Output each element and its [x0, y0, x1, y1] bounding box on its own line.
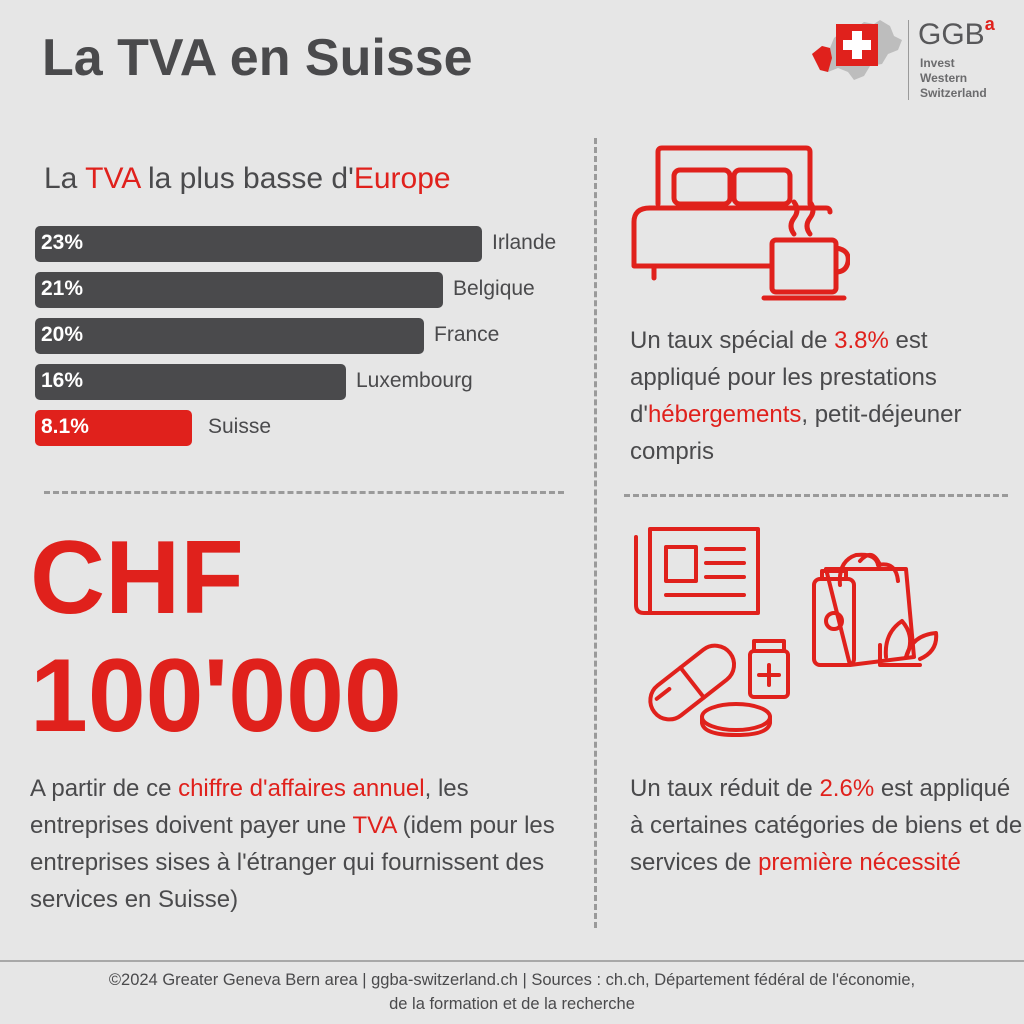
bar-category-label: Irlande	[492, 231, 557, 254]
bar-value-label: 23%	[41, 231, 84, 254]
reduced-rate-text: Un taux réduit de 2.6% est appliqué à ce…	[630, 775, 1023, 876]
horizontal-divider-right	[624, 494, 1008, 497]
logo-brand: GGBa	[918, 14, 995, 51]
horizontal-divider-left	[44, 491, 564, 494]
bar-category-label: Belgique	[453, 277, 535, 300]
bar-row-suisse: 8.1% Suisse	[35, 410, 575, 446]
bar-value-label: 21%	[41, 277, 84, 300]
footer-line-2: de la formation et de la recherche	[389, 995, 635, 1013]
logo-tagline: Invest Western Switzerland	[920, 56, 987, 100]
bar-value-label: 20%	[41, 323, 84, 346]
threshold-currency: CHF	[30, 520, 244, 636]
page-title: La TVA en Suisse	[42, 29, 473, 87]
footer-credits: ©2024 Greater Geneva Bern area | ggba-sw…	[0, 968, 1024, 1016]
threshold-amount: 100'000	[30, 638, 402, 754]
bar-luxembourg: 16%	[35, 364, 346, 400]
accommodation-rate-text: Un taux spécial de 3.8% est appliqué pou…	[630, 327, 962, 465]
bar-suisse: 8.1%	[35, 410, 192, 446]
bar-row-belgique: 21% Belgique	[35, 272, 575, 308]
bar-category-label: Luxembourg	[356, 369, 473, 392]
bed-and-coffee-icon	[631, 145, 850, 301]
bar-row-irlande: 23% Irlande	[35, 226, 575, 262]
bar-row-france: 20% France	[35, 318, 575, 354]
bar-france: 20%	[35, 318, 424, 354]
footer-divider	[0, 960, 1024, 962]
ggba-logo[interactable]: GGBa Invest Western Switzerland	[808, 14, 1008, 102]
bar-irlande: 23%	[35, 226, 482, 262]
footer-line-1: ©2024 Greater Geneva Bern area | ggba-sw…	[108, 971, 916, 989]
newspaper-groceries-medicine-icon	[634, 527, 939, 737]
vertical-divider	[594, 138, 597, 928]
bar-category-label: Suisse	[208, 415, 272, 438]
bar-category-label: France	[434, 323, 500, 346]
bar-value-label: 8.1%	[41, 415, 89, 438]
logo-divider	[908, 20, 909, 100]
bar-belgique: 21%	[35, 272, 443, 308]
chart-title: La TVA la plus basse d'Europe	[44, 162, 451, 195]
bar-value-label: 16%	[41, 369, 84, 392]
threshold-description: A partir de ce chiffre d'affaires annuel…	[30, 775, 555, 913]
swiss-map-icon	[812, 20, 902, 80]
bar-row-luxembourg: 16% Luxembourg	[35, 364, 575, 400]
vat-bar-chart: 23% Irlande 21% Belgique 20% France 16% Luxembo…	[35, 226, 575, 451]
